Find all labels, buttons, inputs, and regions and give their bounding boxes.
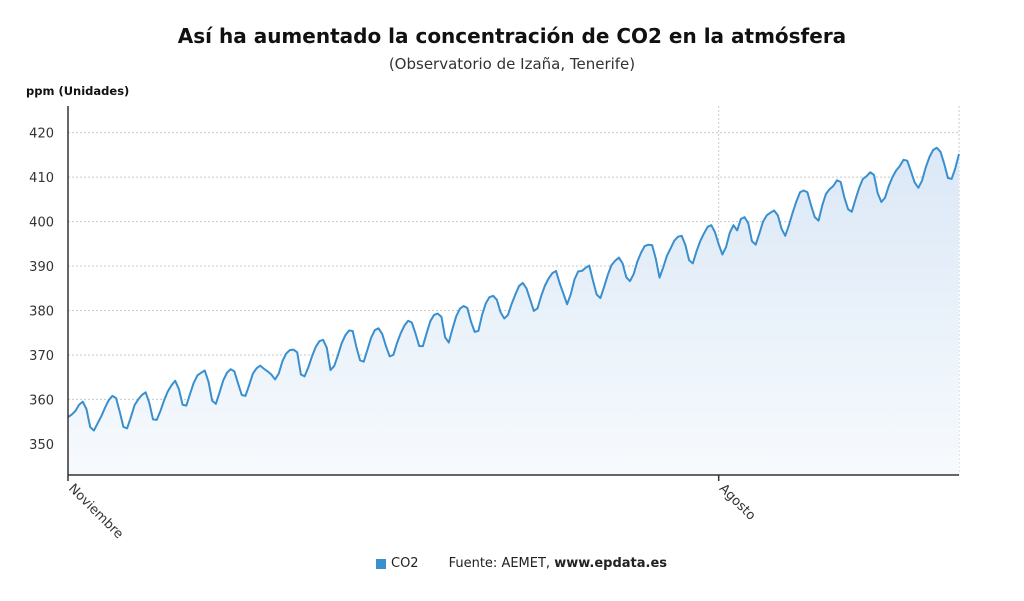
y-tick-label-350: 350 (29, 438, 54, 453)
y-tick-label-380: 380 (29, 305, 54, 320)
chart-title: Así ha aumentado la concentración de CO2… (177, 24, 847, 48)
y-tick-label-420: 420 (29, 127, 54, 142)
y-tick-label-400: 400 (29, 216, 54, 231)
y-axis-label: ppm (Unidades) (26, 84, 130, 98)
legend-label-co2: CO2 (391, 556, 419, 571)
y-tick-label-390: 390 (29, 260, 54, 275)
y-tick-label-370: 370 (29, 349, 54, 364)
co2-series-line (67, 146, 960, 432)
source-site: www.epdata.es (554, 556, 668, 571)
chart-footer: CO2 Fuente: AEMET, www.epdata.es (376, 556, 667, 571)
x-tick-label-agosto: Agosto (716, 481, 758, 523)
y-tick-label-410: 410 (29, 171, 54, 186)
chart-subtitle: (Observatorio de Izaña, Tenerife) (388, 55, 636, 73)
legend-swatch-co2 (376, 558, 386, 569)
source-prefix: Fuente: AEMET, (448, 556, 555, 571)
y-tick-label-360: 360 (29, 393, 54, 408)
x-tick-label-noviembre: Noviembre (65, 481, 126, 542)
source-note: Fuente: AEMET, www.epdata.es (449, 556, 667, 571)
